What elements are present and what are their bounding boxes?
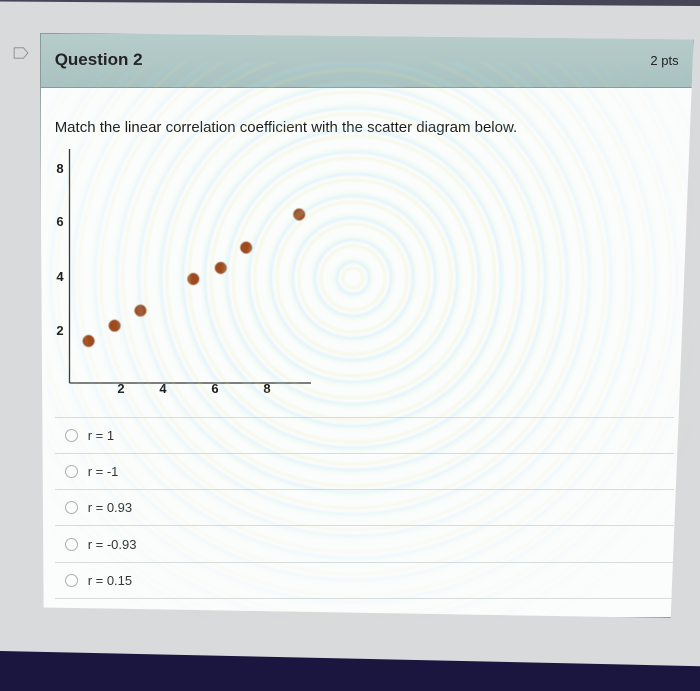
svg-text:4: 4 [159,381,167,394]
svg-text:2: 2 [117,381,124,394]
svg-text:4: 4 [56,269,64,284]
svg-text:8: 8 [56,161,63,176]
svg-text:6: 6 [56,214,63,229]
svg-text:6: 6 [211,381,218,394]
svg-text:2: 2 [56,323,63,338]
svg-text:8: 8 [263,381,270,394]
